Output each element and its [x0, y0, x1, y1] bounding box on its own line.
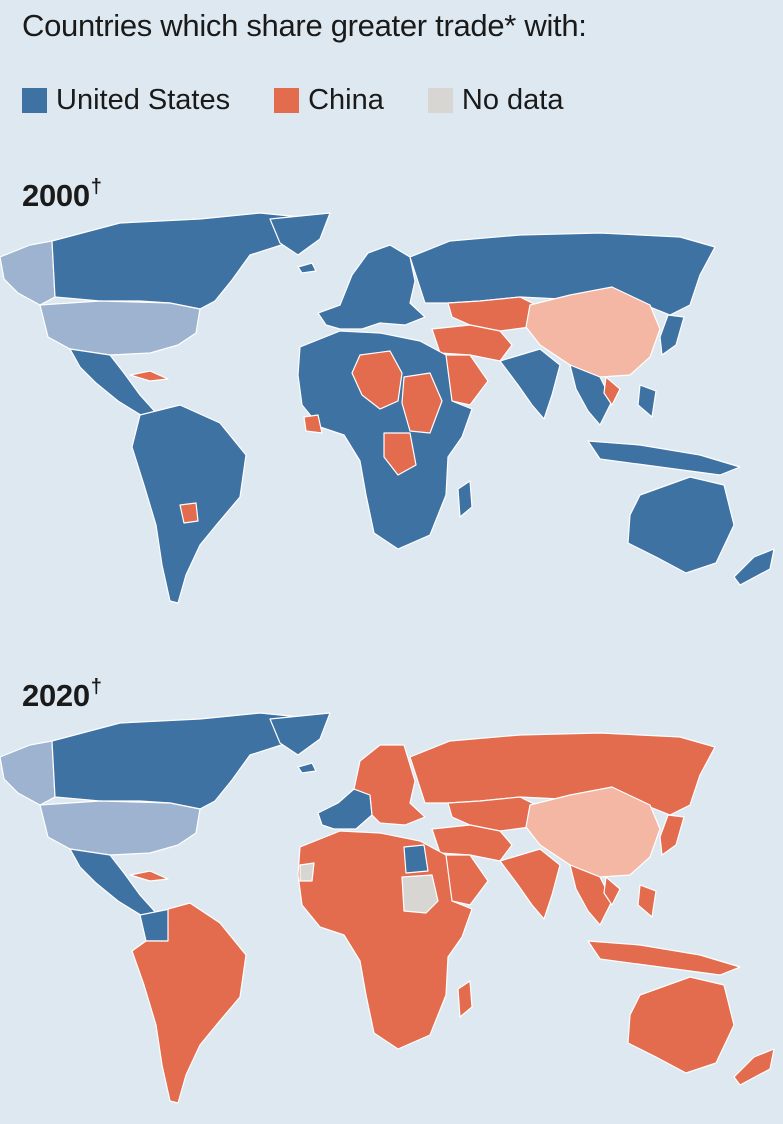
region-africa [297, 830, 473, 1050]
region-china [525, 786, 661, 878]
region-western-europe [317, 788, 373, 830]
region-indonesia [587, 940, 741, 976]
region-madagascar [457, 980, 473, 1018]
region-west-africa [303, 414, 323, 434]
region-madagascar [457, 480, 473, 518]
region-middle-east [431, 824, 513, 862]
world-map-2020 [0, 712, 775, 1104]
region-alaska [0, 240, 56, 306]
legend-label-united-states: United States [56, 84, 231, 116]
panel-year-2000: 2000 [22, 178, 90, 213]
region-india [499, 348, 561, 420]
legend-item-china: China [274, 84, 384, 117]
region-australia [627, 976, 735, 1074]
region-indonesia [587, 440, 741, 476]
panel-title-2000: 2000† [22, 176, 102, 214]
region-alaska [0, 740, 56, 806]
region-china [525, 286, 661, 378]
region-philippines [637, 884, 657, 918]
region-japan [659, 814, 685, 856]
panel-dagger-2000: † [90, 176, 102, 198]
region-india [499, 848, 561, 920]
region-south-america [131, 902, 247, 1104]
region-europe [317, 244, 426, 330]
region-greenland [269, 712, 331, 756]
legend-swatch-united-states [22, 88, 47, 113]
panel-dagger-2020: † [90, 676, 102, 698]
region-africa-china-north [351, 350, 403, 410]
legend: United States China No data [22, 84, 607, 117]
region-iceland [297, 762, 317, 774]
region-caribbean [129, 870, 169, 882]
region-western-sahara [299, 862, 315, 882]
region-europe [353, 744, 426, 826]
legend-item-no-data: No data [427, 84, 564, 117]
region-vietnam [603, 876, 621, 906]
legend-label-no-data: No data [461, 84, 564, 116]
region-central-africa [383, 432, 417, 476]
panel-year-2020: 2020 [22, 678, 90, 713]
legend-swatch-no-data [427, 88, 453, 113]
region-australia [627, 476, 735, 574]
region-new-zealand [733, 548, 775, 586]
region-philippines [637, 384, 657, 418]
region-mexico-central-america [69, 848, 159, 918]
region-japan [659, 314, 685, 356]
region-usa [39, 800, 201, 856]
region-middle-east [431, 324, 513, 362]
world-map-2000 [0, 212, 775, 604]
region-greenland [269, 212, 331, 256]
legend-label-china: China [308, 84, 384, 116]
region-sudan [401, 372, 443, 434]
region-southeast-asia [569, 864, 613, 926]
region-caribbean [129, 370, 169, 382]
region-usa [39, 300, 201, 356]
region-sudan [401, 874, 439, 914]
region-egypt [403, 844, 429, 874]
region-paraguay [179, 502, 199, 524]
chart-subtitle: Countries which share greater trade* wit… [22, 8, 587, 43]
panel-title-2020: 2020† [22, 676, 102, 714]
region-iceland [297, 262, 317, 274]
region-new-zealand [733, 1048, 775, 1086]
region-southeast-asia [569, 364, 613, 426]
region-mexico-central-america [69, 348, 159, 418]
legend-swatch-china [274, 88, 300, 113]
legend-item-united-states: United States [22, 84, 230, 117]
region-vietnam [603, 376, 621, 406]
